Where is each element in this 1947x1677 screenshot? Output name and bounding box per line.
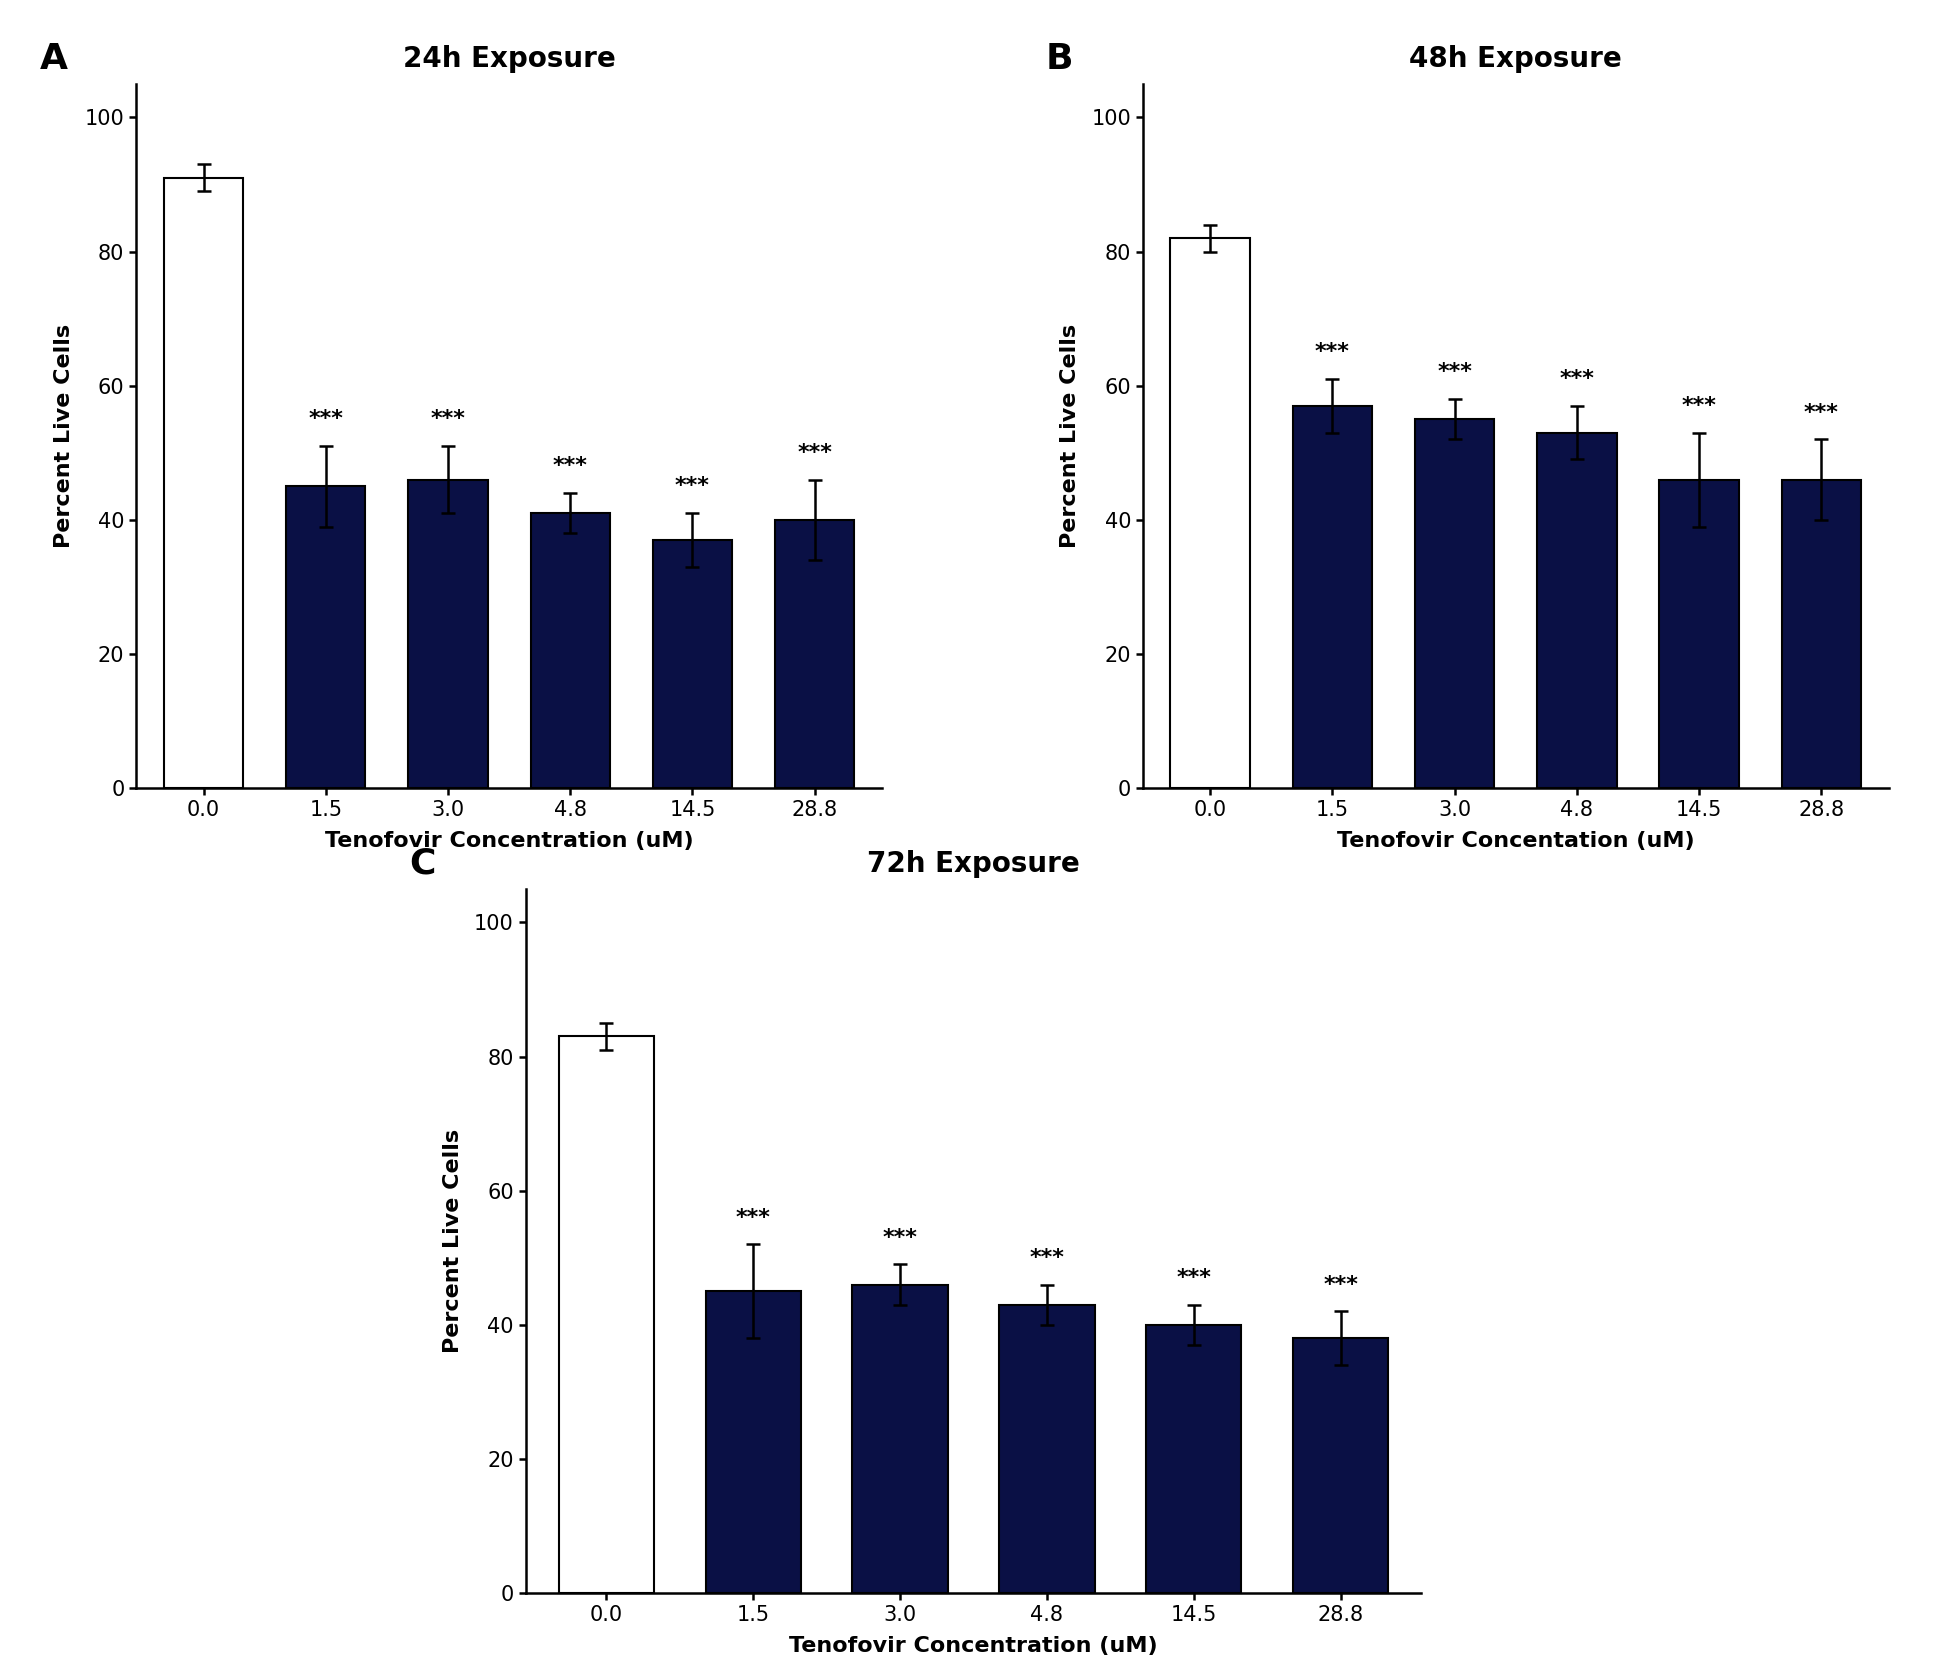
Y-axis label: Percent Live Cells: Percent Live Cells (444, 1129, 463, 1353)
Y-axis label: Percent Live Cells: Percent Live Cells (55, 324, 74, 548)
Text: C: C (409, 847, 436, 880)
Bar (1415, 419, 1495, 788)
Title: 24h Exposure: 24h Exposure (403, 45, 615, 74)
Bar (1293, 1338, 1388, 1593)
Bar (999, 1305, 1094, 1593)
Text: ***: *** (882, 1228, 917, 1248)
Text: A: A (39, 42, 68, 75)
Text: ***: *** (676, 476, 711, 496)
X-axis label: Tenofovir Concentation (uM): Tenofovir Concentation (uM) (1338, 832, 1694, 852)
Bar (1659, 480, 1739, 788)
X-axis label: Tenofovir Concentration (uM): Tenofovir Concentration (uM) (789, 1637, 1158, 1657)
Bar (705, 1291, 800, 1593)
Bar (1147, 1325, 1242, 1593)
Bar (559, 1036, 654, 1593)
Text: ***: *** (430, 409, 465, 429)
Text: B: B (1046, 42, 1073, 75)
Text: ***: *** (736, 1207, 771, 1228)
Bar (1170, 238, 1250, 788)
Title: 48h Exposure: 48h Exposure (1410, 45, 1622, 74)
Bar (775, 520, 855, 788)
Bar (1536, 433, 1616, 788)
Bar (530, 513, 609, 788)
Text: ***: *** (1176, 1268, 1211, 1288)
Text: ***: *** (1682, 396, 1717, 416)
Text: ***: *** (1314, 342, 1349, 362)
Bar (1782, 480, 1861, 788)
Bar (286, 486, 366, 788)
Bar (853, 1285, 948, 1593)
Text: ***: *** (796, 443, 831, 463)
Bar (164, 178, 243, 788)
Y-axis label: Percent Live Cells: Percent Live Cells (1061, 324, 1081, 548)
Bar (1293, 406, 1373, 788)
Text: ***: *** (1030, 1248, 1065, 1268)
Text: ***: *** (1324, 1275, 1357, 1295)
Text: ***: *** (1805, 402, 1838, 423)
Text: ***: *** (553, 456, 588, 476)
X-axis label: Tenofovir Concentration (uM): Tenofovir Concentration (uM) (325, 832, 693, 852)
Title: 72h Exposure: 72h Exposure (866, 850, 1081, 879)
Bar (409, 480, 489, 788)
Bar (652, 540, 732, 788)
Text: ***: *** (1437, 362, 1472, 382)
Text: ***: *** (308, 409, 343, 429)
Text: ***: *** (1560, 369, 1595, 389)
